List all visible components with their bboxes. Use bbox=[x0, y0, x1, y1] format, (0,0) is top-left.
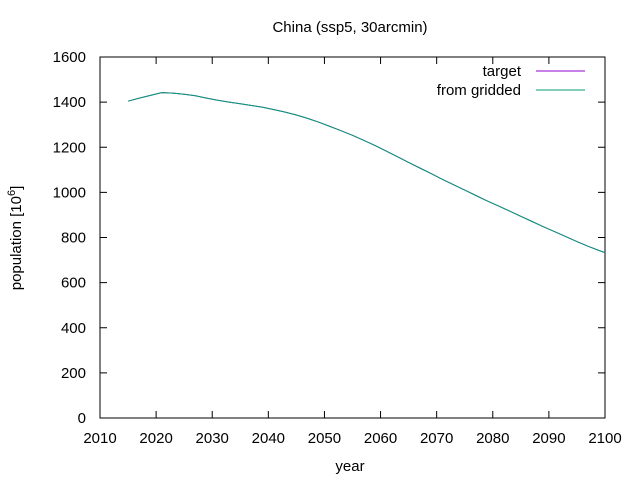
series-line-1 bbox=[127, 92, 606, 254]
y-tick-label: 800 bbox=[61, 230, 86, 247]
axis-ticks: 2010 2020 2030 2040 2050 2060 2070 2080 2090 2100… bbox=[53, 49, 622, 447]
chart-title: China (ssp5, 30arcmin) bbox=[272, 19, 427, 36]
legend-label-1: from gridded bbox=[437, 82, 521, 99]
x-tick-label: 2030 bbox=[196, 430, 229, 447]
y-tick-label: 600 bbox=[61, 275, 86, 292]
y-tick-label: 1000 bbox=[53, 184, 86, 201]
y-axis-label-close: ] bbox=[8, 186, 25, 190]
x-tick-label: 2060 bbox=[364, 430, 397, 447]
x-tick-label: 2050 bbox=[308, 430, 341, 447]
legend-label-0: target bbox=[483, 63, 522, 80]
y-tick-label: 200 bbox=[61, 365, 86, 382]
y-tick-label: 1200 bbox=[53, 139, 86, 156]
legend: target from gridded bbox=[437, 63, 585, 99]
x-tick-label: 2090 bbox=[532, 430, 565, 447]
plot-frame bbox=[99, 56, 606, 419]
x-tick-label: 2040 bbox=[252, 430, 285, 447]
y-tick-label: 1400 bbox=[53, 94, 86, 111]
y-axis-label-main: population [10 bbox=[8, 196, 25, 290]
x-tick-label: 2080 bbox=[476, 430, 509, 447]
y-tick-label: 400 bbox=[61, 320, 86, 337]
y-tick-label: 0 bbox=[78, 410, 86, 427]
y-axis-label-superscript: 6 bbox=[6, 190, 18, 196]
x-tick-label: 2100 bbox=[588, 430, 621, 447]
x-tick-label: 2070 bbox=[420, 430, 453, 447]
y-tick-label: 1600 bbox=[53, 49, 86, 66]
series-lines bbox=[127, 92, 606, 254]
x-axis-label: year bbox=[335, 458, 364, 475]
x-tick-label: 2010 bbox=[83, 430, 116, 447]
y-axis-label: population [106] bbox=[6, 186, 25, 291]
x-tick-label: 2020 bbox=[139, 430, 172, 447]
